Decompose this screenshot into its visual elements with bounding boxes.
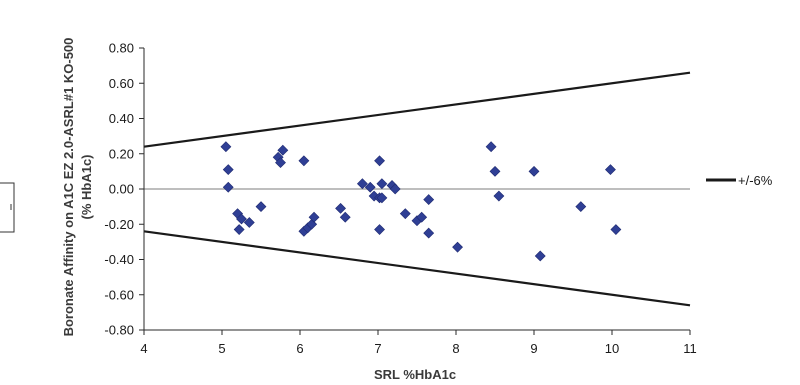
x-tick-label: 6: [296, 341, 303, 356]
data-points: [220, 141, 622, 262]
y-tick-label: -0.60: [104, 287, 134, 302]
data-point: [485, 141, 497, 153]
data-point: [364, 181, 376, 193]
data-point: [255, 201, 267, 213]
data-point: [236, 213, 247, 225]
data-point: [416, 211, 428, 223]
data-point: [374, 224, 385, 235]
y-tick-label: 0.00: [109, 182, 134, 197]
y-axis-title-line2: (% HbA1c): [79, 154, 94, 219]
data-point: [528, 165, 540, 177]
y-tick-label: -0.80: [104, 323, 134, 338]
x-tick-label: 11: [683, 341, 697, 356]
legend-label: +/-6%: [738, 173, 773, 188]
axes: 0.80 0.60 0.40 0.20 0.00 -0.20 -0.40 -0.60 -0.80…: [104, 41, 696, 357]
x-axis-title: SRL %HbA1c: [374, 367, 456, 382]
y-tick-label: -0.40: [104, 252, 134, 267]
data-point: [335, 202, 346, 214]
data-point: [452, 241, 463, 253]
y-tick-label: 0.20: [109, 146, 134, 161]
data-point: [277, 144, 289, 156]
data-point: [493, 190, 505, 202]
data-point: [356, 178, 368, 190]
data-point: [222, 181, 234, 193]
data-point: [339, 211, 351, 223]
y-tick-label: -0.20: [104, 217, 134, 232]
data-point: [298, 155, 310, 167]
data-point: [610, 224, 622, 235]
data-point: [423, 227, 435, 239]
data-point: [605, 164, 616, 176]
upper-limit-line: [143, 71, 691, 148]
data-point: [575, 201, 587, 213]
data-point: [376, 192, 388, 204]
data-point: [243, 217, 255, 228]
partial-box-fragment: [0, 182, 15, 233]
data-point: [399, 208, 411, 220]
x-tick-label: 5: [218, 341, 225, 356]
x-tick-label: 10: [605, 341, 619, 356]
data-point: [308, 211, 320, 223]
y-axis-title-line1: Boronate Affinity on A1C EZ 2.0-ASRL#1 K…: [61, 38, 76, 337]
data-point: [275, 157, 286, 168]
data-point: [233, 224, 245, 235]
legend: +/-6%: [706, 173, 773, 188]
x-tick-label: 4: [140, 341, 147, 356]
y-tick-label: 0.40: [109, 111, 134, 126]
y-axis-title: Boronate Affinity on A1C EZ 2.0-ASRL#1 K…: [61, 38, 94, 337]
y-tick-label: 0.60: [109, 76, 134, 91]
reference-lines: [143, 71, 691, 307]
data-point: [376, 178, 388, 190]
data-point: [389, 183, 401, 195]
y-tick-label: 0.80: [109, 41, 134, 56]
data-point: [220, 141, 232, 153]
data-point: [489, 165, 501, 177]
data-point: [423, 194, 435, 205]
lower-limit-line: [143, 230, 691, 307]
data-point: [534, 250, 546, 262]
x-tick-label: 9: [530, 341, 537, 356]
x-tick-label: 8: [452, 341, 459, 356]
data-point: [222, 164, 234, 176]
data-point: [374, 155, 385, 167]
x-tick-label: 7: [374, 341, 381, 356]
